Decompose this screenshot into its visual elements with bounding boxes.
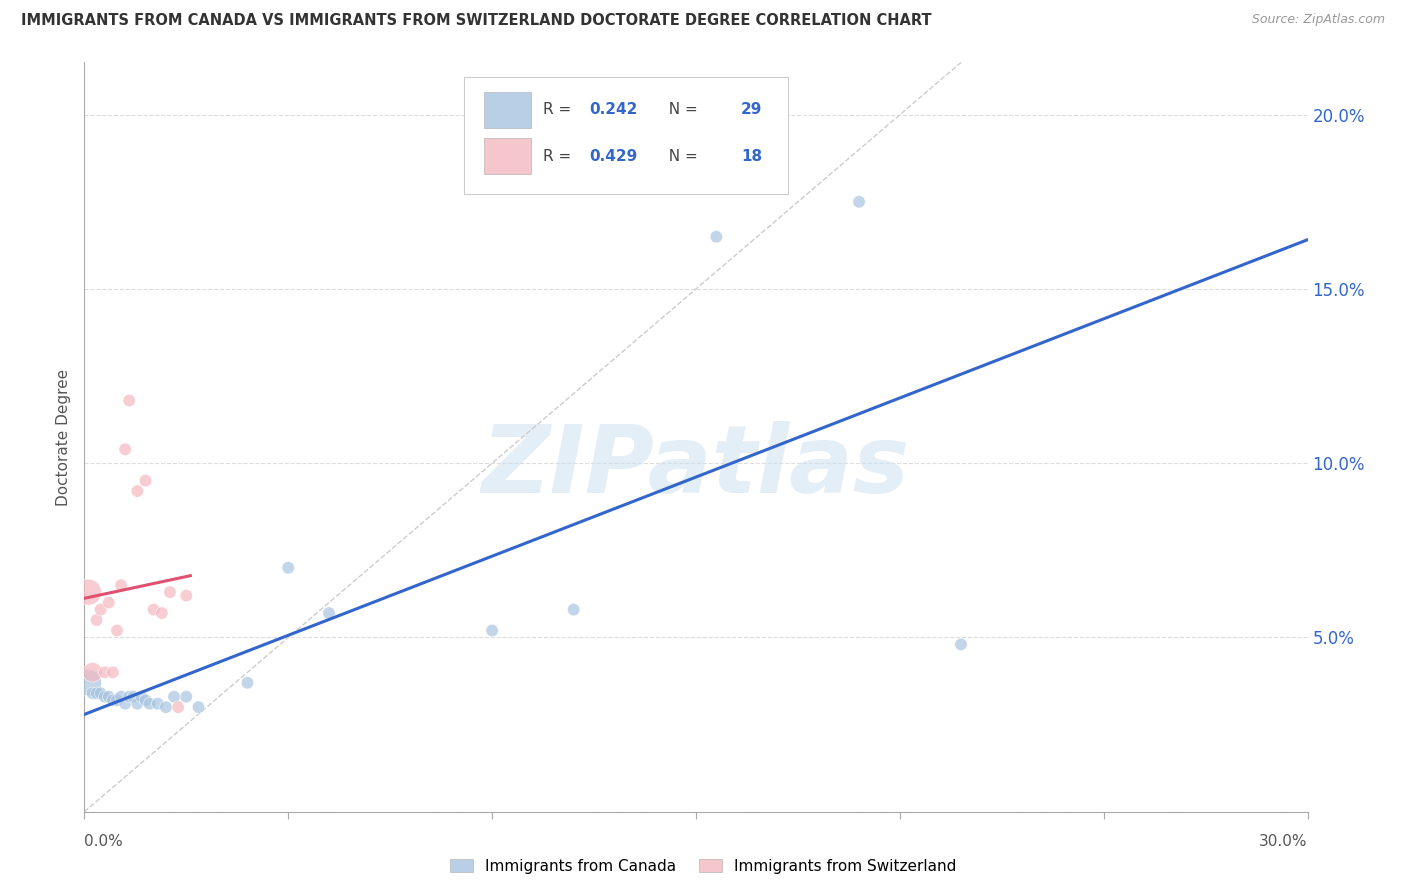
Text: N =: N = (659, 103, 703, 117)
Text: 0.0%: 0.0% (84, 834, 124, 849)
Y-axis label: Doctorate Degree: Doctorate Degree (56, 368, 72, 506)
Point (77, 585, 100, 599)
Point (150, 606, 173, 620)
Point (77, 675, 100, 690)
FancyBboxPatch shape (464, 78, 787, 194)
Point (146, 697, 169, 711)
Point (105, 693, 128, 707)
Point (93, 690, 115, 704)
Point (86, 613, 108, 627)
Point (82, 686, 104, 700)
Text: 0.429: 0.429 (589, 149, 638, 163)
Point (118, 393, 141, 408)
Point (159, 585, 181, 599)
Text: 29: 29 (741, 103, 762, 117)
Point (114, 697, 136, 711)
Text: N =: N = (659, 149, 703, 163)
Text: 18: 18 (741, 149, 762, 163)
Text: Source: ZipAtlas.com: Source: ZipAtlas.com (1251, 13, 1385, 27)
Point (110, 578, 132, 592)
Text: IMMIGRANTS FROM CANADA VS IMMIGRANTS FROM SWITZERLAND DOCTORATE DEGREE CORRELATI: IMMIGRANTS FROM CANADA VS IMMIGRANTS FRO… (21, 13, 932, 29)
Legend: Immigrants from Canada, Immigrants from Switzerland: Immigrants from Canada, Immigrants from … (443, 853, 963, 880)
Point (90, 686, 112, 700)
Text: R =: R = (543, 149, 576, 163)
Point (118, 690, 141, 704)
Point (138, 697, 160, 711)
Point (135, 474, 157, 488)
Point (950, 637, 973, 651)
Point (127, 484, 149, 499)
Point (848, 194, 870, 209)
Point (163, 690, 186, 704)
Point (110, 690, 132, 704)
Point (174, 690, 197, 704)
Point (114, 442, 136, 457)
Text: R =: R = (543, 103, 576, 117)
Point (135, 693, 157, 707)
Point (122, 690, 145, 704)
Point (105, 624, 128, 638)
Point (236, 675, 259, 690)
Point (82, 665, 104, 680)
Point (155, 700, 177, 714)
Point (142, 602, 165, 616)
Point (562, 602, 585, 616)
Point (174, 589, 197, 603)
Point (101, 665, 124, 680)
Point (127, 697, 149, 711)
Point (481, 624, 503, 638)
FancyBboxPatch shape (484, 92, 531, 128)
Point (101, 693, 124, 707)
Point (93, 665, 115, 680)
Point (318, 606, 340, 620)
Point (90, 602, 112, 616)
Point (277, 561, 299, 575)
Point (167, 700, 190, 714)
Point (97, 690, 120, 704)
FancyBboxPatch shape (484, 138, 531, 174)
Point (86, 686, 108, 700)
Text: 0.242: 0.242 (589, 103, 638, 117)
Point (97, 596, 120, 610)
Point (131, 690, 153, 704)
Text: 30.0%: 30.0% (1260, 834, 1308, 849)
Point (187, 700, 209, 714)
Text: ZIPatlas: ZIPatlas (482, 421, 910, 513)
Point (706, 229, 728, 244)
